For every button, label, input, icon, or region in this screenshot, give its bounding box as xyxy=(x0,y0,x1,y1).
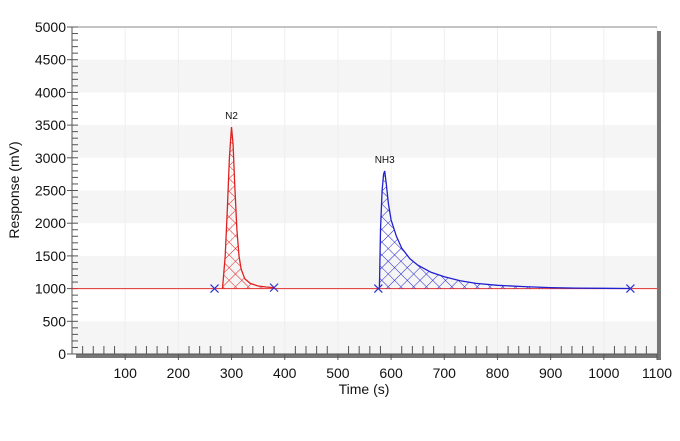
grid-band xyxy=(72,59,657,93)
frame-shadow-right xyxy=(657,31,661,360)
y-tick-label: 4500 xyxy=(35,52,66,68)
y-tick-label: 3000 xyxy=(35,150,66,166)
y-tick-label: 500 xyxy=(43,313,67,329)
y-tick-label: 3500 xyxy=(35,117,66,133)
grid-band xyxy=(72,321,657,354)
grid-band xyxy=(72,190,657,224)
x-tick-label: 300 xyxy=(220,365,244,381)
peak-area-n2 xyxy=(222,127,275,289)
integration-marker xyxy=(269,283,279,293)
x-tick-label: 800 xyxy=(486,365,510,381)
y-tick-label: 2000 xyxy=(35,215,66,231)
x-axis-title: Time (s) xyxy=(339,381,390,397)
y-tick-label: 2500 xyxy=(35,183,66,199)
x-tick-label: 200 xyxy=(167,365,191,381)
y-axis-title: Response (mV) xyxy=(6,141,22,238)
frame-shadow-bottom xyxy=(76,354,661,358)
peak-line-nh3 xyxy=(378,170,631,290)
integration-marker xyxy=(210,284,219,294)
x-tick-label: 600 xyxy=(379,365,403,381)
x-tick-label: 100 xyxy=(114,365,138,381)
peak-label: N2 xyxy=(225,111,238,122)
grid-band xyxy=(72,125,657,158)
y-tick-label: 1500 xyxy=(35,248,66,264)
integration-marker xyxy=(373,284,383,294)
x-tick-label: 700 xyxy=(433,365,457,381)
y-tick-label: 5000 xyxy=(35,19,66,35)
grid-band xyxy=(72,255,657,289)
x-tick-label: 1100 xyxy=(642,365,672,381)
peak-area-nh3 xyxy=(379,170,631,289)
y-tick-label: 4000 xyxy=(35,84,66,100)
integration-marker xyxy=(625,284,635,294)
x-tick-label: 1000 xyxy=(588,365,619,381)
y-tick-label: 1000 xyxy=(35,281,66,297)
peak-label: NH3 xyxy=(375,155,395,166)
peak-line-n2 xyxy=(221,127,275,289)
y-tick-label: 0 xyxy=(58,346,66,362)
x-tick-label: 900 xyxy=(539,365,563,381)
x-tick-label: 500 xyxy=(326,365,350,381)
x-tick-label: 400 xyxy=(273,365,297,381)
